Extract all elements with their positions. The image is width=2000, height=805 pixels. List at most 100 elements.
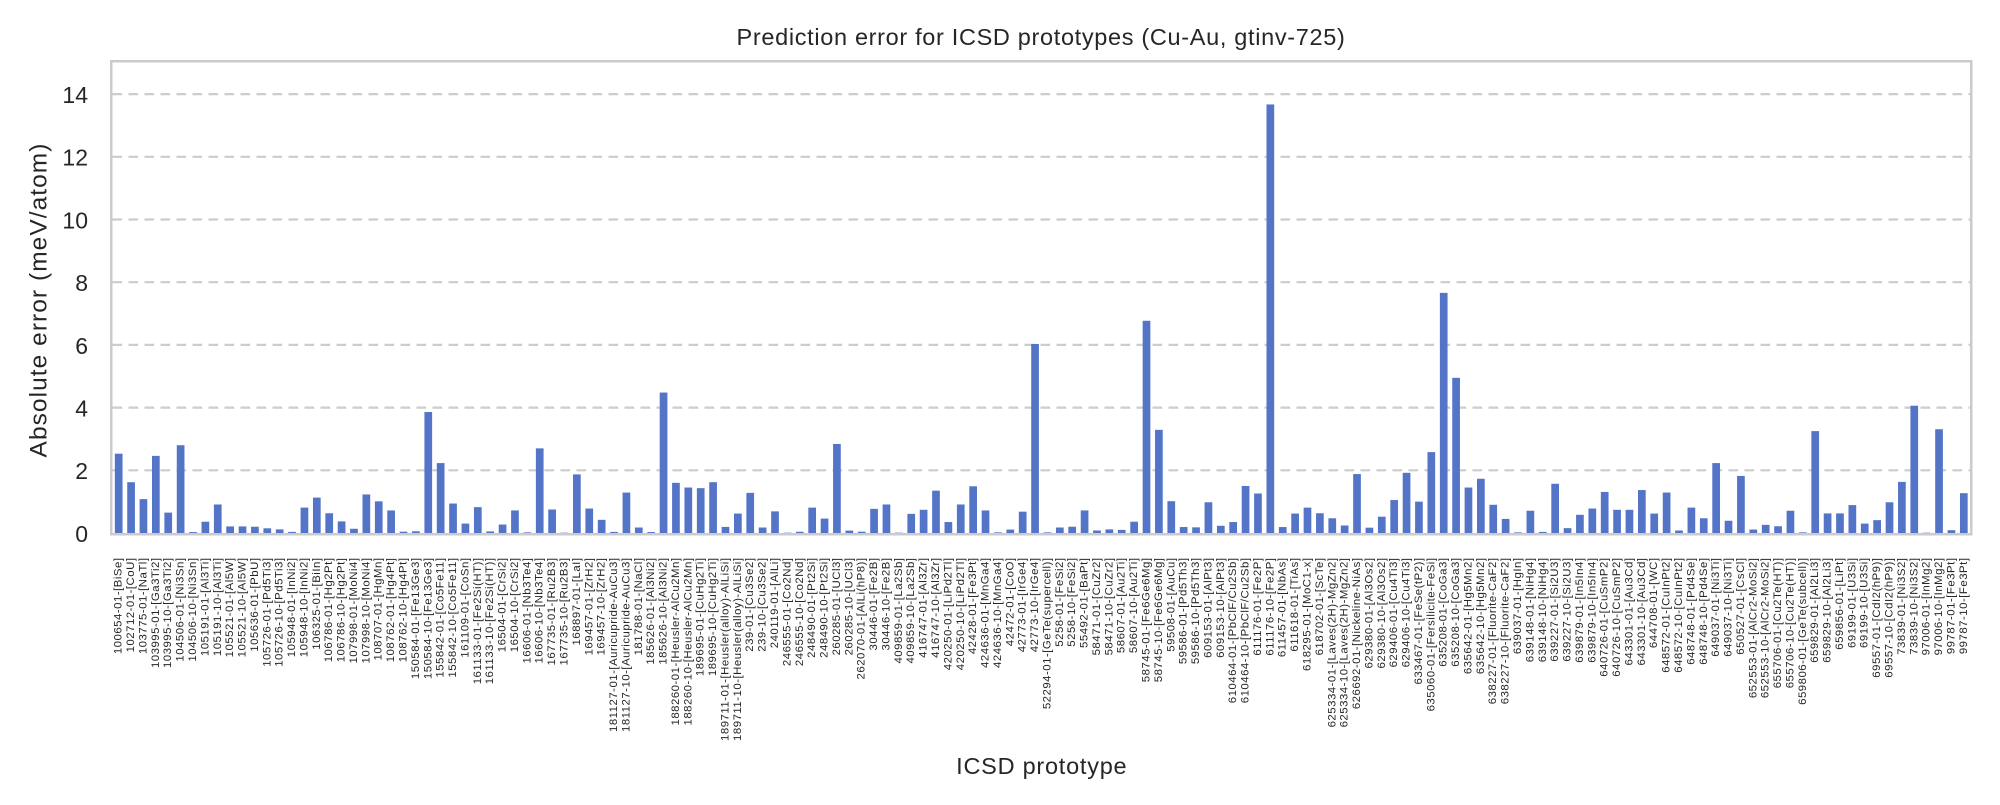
svg-text:69557-10-[CdI2(hP9)]: 69557-10-[CdI2(hP9)]	[1884, 558, 1896, 678]
svg-text:625334-01-[Laves(2H)-MgZn2]: 625334-01-[Laves(2H)-MgZn2]	[1326, 558, 1338, 728]
svg-text:106786-10-[Hg2Pt]: 106786-10-[Hg2Pt]	[336, 558, 348, 663]
svg-text:42472-01-[CoO]: 42472-01-[CoO]	[1004, 558, 1016, 647]
svg-text:169457-10-[ZrH2]: 169457-10-[ZrH2]	[596, 558, 608, 656]
svg-text:409859-10-[La2Sb]: 409859-10-[La2Sb]	[905, 558, 917, 664]
svg-text:16606-10-[Nb3Te4]: 16606-10-[Nb3Te4]	[534, 558, 546, 664]
svg-text:640726-10-[CuSmP2]: 640726-10-[CuSmP2]	[1611, 558, 1623, 677]
svg-text:105726-01-[Pd5Ti3]: 105726-01-[Pd5Ti3]	[261, 558, 273, 667]
svg-text:69557-01-[CdI2(hP9)]: 69557-01-[CdI2(hP9)]	[1871, 558, 1883, 678]
svg-text:105191-01-[Al3Ti]: 105191-01-[Al3Ti]	[199, 558, 211, 657]
svg-text:5258-01-[FeSi2]: 5258-01-[FeSi2]	[1054, 558, 1066, 647]
svg-text:167735-01-[Ru2B3]: 167735-01-[Ru2B3]	[546, 558, 558, 666]
svg-text:648572-01-[CuInPt2]: 648572-01-[CuInPt2]	[1661, 558, 1673, 673]
svg-text:2: 2	[75, 458, 88, 484]
svg-text:59586-01-[Pd5Th3]: 59586-01-[Pd5Th3]	[1178, 558, 1190, 665]
svg-text:104506-10-[Ni3Sn]: 104506-10-[Ni3Sn]	[187, 558, 199, 662]
svg-text:106325-01-[BiIn]: 106325-01-[BiIn]	[311, 558, 323, 650]
svg-text:161133-10-[Fe2Si(HT)]: 161133-10-[Fe2Si(HT)]	[484, 558, 496, 685]
svg-text:73839-01-[Ni3S2]: 73839-01-[Ni3S2]	[1896, 558, 1908, 655]
svg-text:105948-01-[InNi2]: 105948-01-[InNi2]	[286, 558, 298, 658]
svg-text:638227-10-[Fluorite-CaF2]: 638227-10-[Fluorite-CaF2]	[1500, 558, 1512, 705]
svg-text:ICSD prototype: ICSD prototype	[956, 753, 1127, 779]
svg-text:55492-01-[BaPt]: 55492-01-[BaPt]	[1079, 558, 1091, 648]
svg-text:643301-10-[Au3Cd]: 643301-10-[Au3Cd]	[1636, 558, 1648, 666]
svg-text:635208-01-[CoGa3]: 635208-01-[CoGa3]	[1438, 558, 1450, 667]
svg-text:58607-10-[Au2Ti]: 58607-10-[Au2Ti]	[1128, 558, 1140, 654]
svg-text:638227-01-[Fluorite-CaF2]: 638227-01-[Fluorite-CaF2]	[1487, 558, 1499, 705]
svg-text:161109-01-[CoSn]: 161109-01-[CoSn]	[459, 558, 471, 658]
svg-text:424636-01-[MnGa4]: 424636-01-[MnGa4]	[980, 558, 992, 668]
svg-text:609153-10-[AlPt3]: 609153-10-[AlPt3]	[1215, 558, 1227, 658]
svg-text:Prediction error for ICSD prot: Prediction error for ICSD prototypes (Cu…	[737, 24, 1346, 50]
svg-text:635208-10-[CoGa3]: 635208-10-[CoGa3]	[1450, 558, 1462, 667]
svg-text:103995-01-[Ga3Ti2]: 103995-01-[Ga3Ti2]	[150, 558, 162, 669]
svg-text:633467-01-[FeSe(tP2)]: 633467-01-[FeSe(tP2)]	[1413, 558, 1425, 685]
svg-text:42773-01-[IrGe4]: 42773-01-[IrGe4]	[1017, 558, 1029, 653]
svg-text:189711-10-[Heusler(alloy)-AlLi: 189711-10-[Heusler(alloy)-AlLiSi]	[732, 558, 744, 741]
svg-text:239-01-[Cu3Se2]: 239-01-[Cu3Se2]	[744, 558, 756, 652]
svg-text:649037-10-[Ni3Ti]: 649037-10-[Ni3Ti]	[1723, 558, 1735, 657]
svg-text:639148-10-[NiHg4]: 639148-10-[NiHg4]	[1537, 558, 1549, 663]
svg-text:12: 12	[62, 145, 88, 171]
svg-text:629380-10-[Al3Os2]: 629380-10-[Al3Os2]	[1376, 558, 1388, 669]
svg-text:609153-01-[AlPt3]: 609153-01-[AlPt3]	[1202, 558, 1214, 658]
svg-text:629380-01-[Al3Os2]: 629380-01-[Al3Os2]	[1363, 558, 1375, 669]
svg-text:652553-01-[AlCr2-MoSi2]: 652553-01-[AlCr2-MoSi2]	[1747, 558, 1759, 699]
svg-text:97006-10-[InMg2]: 97006-10-[InMg2]	[1933, 558, 1945, 656]
svg-text:246555-01-[Co2Nd]: 246555-01-[Co2Nd]	[781, 558, 793, 667]
svg-text:150584-10-[Fe13Ge3]: 150584-10-[Fe13Ge3]	[422, 558, 434, 680]
svg-text:105726-10-[Pd5Ti3]: 105726-10-[Pd5Ti3]	[274, 558, 286, 667]
svg-text:652553-10-[AlCr2-MoSi2]: 652553-10-[AlCr2-MoSi2]	[1760, 558, 1772, 699]
svg-text:108762-10-[Hg4Pt]: 108762-10-[Hg4Pt]	[398, 558, 410, 663]
svg-text:262070-01-[AlLi(hP8)]: 262070-01-[AlLi(hP8)]	[856, 558, 868, 680]
svg-text:103995-10-[Ga3Ti2]: 103995-10-[Ga3Ti2]	[162, 558, 174, 669]
svg-text:416747-10-[Al3Zr]: 416747-10-[Al3Zr]	[930, 558, 942, 658]
svg-text:105948-10-[InNi2]: 105948-10-[InNi2]	[298, 558, 310, 658]
svg-text:639227-10-[Si2U3]: 639227-10-[Si2U3]	[1562, 558, 1574, 662]
svg-text:416747-01-[Al3Zr]: 416747-01-[Al3Zr]	[918, 558, 930, 658]
svg-text:58471-10-[CuZr2]: 58471-10-[CuZr2]	[1103, 558, 1115, 656]
svg-text:14: 14	[62, 82, 88, 108]
svg-text:59586-10-[Pd5Th3]: 59586-10-[Pd5Th3]	[1190, 558, 1202, 665]
svg-text:649037-01-[Ni3Ti]: 649037-01-[Ni3Ti]	[1710, 558, 1722, 657]
svg-text:97006-01-[InMg2]: 97006-01-[InMg2]	[1921, 558, 1933, 656]
svg-text:105191-10-[Al3Ti]: 105191-10-[Al3Ti]	[212, 558, 224, 657]
svg-text:611618-01-[TiAs]: 611618-01-[TiAs]	[1289, 558, 1301, 652]
svg-text:409859-01-[La2Sb]: 409859-01-[La2Sb]	[893, 558, 905, 664]
svg-text:106786-01-[Hg2Pt]: 106786-01-[Hg2Pt]	[323, 558, 335, 663]
svg-text:168897-01-[LaI]: 168897-01-[LaI]	[571, 558, 583, 646]
svg-text:104506-01-[Ni3Sn]: 104506-01-[Ni3Sn]	[175, 558, 187, 662]
svg-text:108762-01-[Hg4Pt]: 108762-01-[Hg4Pt]	[385, 558, 397, 663]
svg-text:610464-10-[PbClF/Cu2Sb]: 610464-10-[PbClF/Cu2Sb]	[1240, 558, 1252, 704]
svg-text:185626-10-[Al3Ni2]: 185626-10-[Al3Ni2]	[658, 558, 670, 665]
svg-text:69199-01-[U3Si]: 69199-01-[U3Si]	[1846, 558, 1858, 648]
svg-text:161133-01-[Fe2Si(HT)]: 161133-01-[Fe2Si(HT)]	[472, 558, 484, 685]
svg-text:239-10-[Cu3Se2]: 239-10-[Cu3Se2]	[757, 558, 769, 652]
svg-text:0: 0	[75, 521, 88, 547]
svg-text:643301-01-[Au3Cd]: 643301-01-[Au3Cd]	[1623, 558, 1635, 666]
svg-text:629406-10-[Cu4Ti3]: 629406-10-[Cu4Ti3]	[1401, 558, 1413, 668]
svg-text:105521-01-[Al5W]: 105521-01-[Al5W]	[224, 558, 236, 658]
svg-text:650527-01-[CsCl]: 650527-01-[CsCl]	[1735, 558, 1747, 655]
svg-text:639148-01-[NiHg4]: 639148-01-[NiHg4]	[1524, 558, 1536, 663]
svg-text:659829-10-[Al2Li3]: 659829-10-[Al2Li3]	[1822, 558, 1834, 663]
svg-text:181788-01-[NaCl]: 181788-01-[NaCl]	[633, 558, 645, 656]
svg-text:5258-10-[FeSi2]: 5258-10-[FeSi2]	[1066, 558, 1078, 647]
svg-text:189695-01-[CuHg2Ti]: 189695-01-[CuHg2Ti]	[695, 558, 707, 677]
svg-text:99787-01-[Fe3Pt]: 99787-01-[Fe3Pt]	[1945, 557, 1957, 654]
svg-text:105521-10-[Al5W]: 105521-10-[Al5W]	[237, 558, 249, 658]
svg-text:42428-01-[Fe3Pt]: 42428-01-[Fe3Pt]	[967, 558, 979, 655]
svg-text:626692-01-[Nickeline-NiAs]: 626692-01-[Nickeline-NiAs]	[1351, 558, 1363, 710]
svg-text:610464-01-[PbClF/Cu2Sb]: 610464-01-[PbClF/Cu2Sb]	[1227, 558, 1239, 704]
svg-text:659829-01-[Al2Li3]: 659829-01-[Al2Li3]	[1809, 558, 1821, 663]
svg-text:188260-10-[Heusler-AlCu2Mn]: 188260-10-[Heusler-AlCu2Mn]	[682, 558, 694, 726]
svg-text:189711-01-[Heusler(alloy)-AlLi: 189711-01-[Heusler(alloy)-AlLiSi]	[719, 558, 731, 741]
svg-text:248490-10-[Pt2Si]: 248490-10-[Pt2Si]	[819, 558, 831, 658]
svg-text:4: 4	[75, 396, 88, 422]
svg-text:635642-01-[Hg5Mn2]: 635642-01-[Hg5Mn2]	[1462, 558, 1474, 675]
svg-text:107998-01-[MoNi4]: 107998-01-[MoNi4]	[348, 558, 360, 664]
svg-text:629406-01-[Cu4Ti3]: 629406-01-[Cu4Ti3]	[1388, 558, 1400, 668]
svg-text:107998-10-[MoNi4]: 107998-10-[MoNi4]	[360, 558, 372, 664]
svg-text:648748-10-[Pd4Se]: 648748-10-[Pd4Se]	[1698, 558, 1710, 665]
svg-text:618702-01-[ScTe]: 618702-01-[ScTe]	[1314, 558, 1326, 656]
